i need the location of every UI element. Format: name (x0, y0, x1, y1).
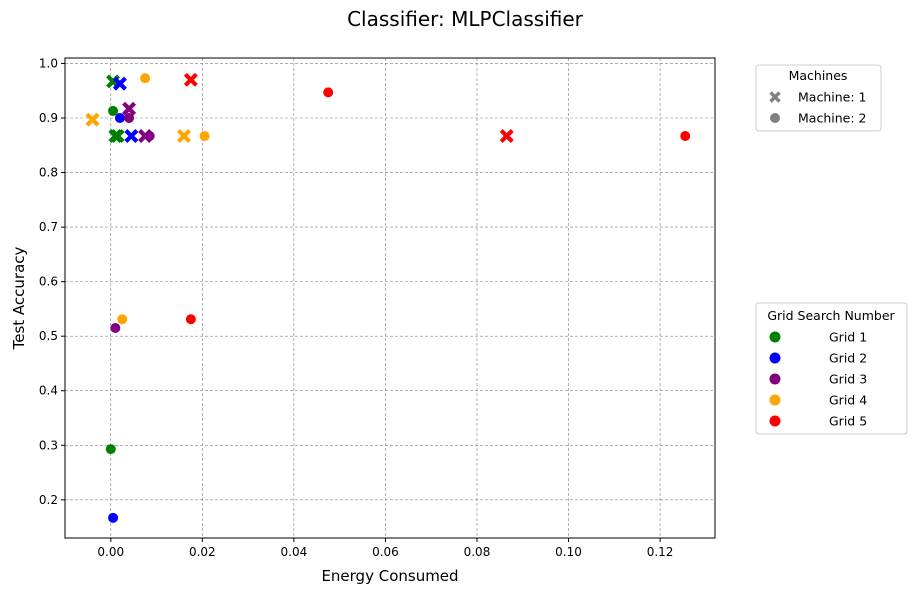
legend-grid-marker (769, 394, 781, 406)
x-tick-label: 0.08 (464, 545, 491, 559)
legend-grid-label: Grid 4 (829, 393, 867, 408)
data-point-grid5-machine2 (323, 87, 334, 98)
legend-machine-label: Machine: 1 (798, 90, 866, 105)
data-point-grid3-machine2 (124, 113, 135, 123)
y-tick-label: 0.8 (39, 166, 58, 180)
x-tick-label: 0.10 (555, 545, 582, 559)
y-tick-label: 0.3 (39, 438, 58, 452)
data-point-grid5-machine1 (499, 129, 514, 143)
gridlines (65, 58, 715, 538)
legend-grid-marker (769, 373, 781, 385)
legend-grids-frame (755, 302, 908, 435)
y-tick-label: 0.9 (39, 111, 58, 125)
data-points (85, 72, 691, 523)
data-point-grid2-machine1 (112, 76, 127, 91)
legend-machine-label: Machine: 2 (798, 111, 866, 126)
y-tick-label: 1.0 (39, 56, 58, 70)
legend-marker-x (769, 91, 781, 103)
data-point-grid2-machine2 (114, 113, 125, 123)
data-point-grid5-machine2 (185, 314, 196, 325)
legend-machines-frame (755, 64, 882, 132)
legend-grids-title: Grid Search Number (767, 308, 895, 323)
y-tick-label: 0.7 (39, 220, 58, 234)
data-point-grid1-machine2 (105, 444, 116, 455)
y-tick-label: 0.5 (39, 329, 58, 343)
data-point-grid5-machine2 (680, 131, 691, 141)
y-tick-label: 0.6 (39, 275, 58, 289)
y-tick-label: 0.4 (39, 384, 58, 398)
data-point-grid2-machine1 (124, 129, 139, 143)
x-axis-label: Energy Consumed (321, 567, 458, 585)
data-point-grid3-machine2 (110, 323, 121, 333)
data-point-grid4-machine2 (199, 131, 210, 141)
data-point-grid4-machine1 (177, 129, 191, 143)
data-point-grid4-machine2 (140, 73, 151, 84)
x-tick-label: 0.06 (372, 545, 399, 559)
data-point-grid3-machine2 (144, 131, 155, 141)
data-point-grid5-machine1 (183, 72, 198, 87)
legend-grid-label: Grid 1 (829, 330, 867, 345)
axis-ticks: 0.00 0.02 0.04 0.06 0.08 0.10 0.12 0.2 0.3 0.4 0.5… (39, 56, 674, 559)
x-tick-label: 0.12 (647, 545, 674, 559)
y-tick-label: 0.2 (39, 493, 58, 507)
data-point-grid1-machine1 (110, 129, 125, 143)
x-tick-label: 0.00 (97, 545, 124, 559)
legend-machines-title: Machines (789, 68, 848, 83)
data-point-grid4-machine2 (117, 314, 128, 325)
legend-marker-circle (770, 113, 780, 123)
legend-grid-label: Grid 3 (829, 372, 867, 387)
x-tick-label: 0.04 (281, 545, 308, 559)
x-tick-label: 0.02 (189, 545, 216, 559)
data-point-grid4-machine1 (85, 112, 100, 127)
data-point-grid3-machine1 (122, 101, 137, 116)
legend-machines: Machines Machine: 1 Machine: 2 (755, 64, 882, 132)
legend-grid-marker (769, 352, 781, 364)
plot-area (64, 57, 716, 539)
data-point-grid2-machine2 (108, 512, 119, 523)
legend-grid-marker (769, 415, 781, 427)
y-axis-label: Test Accuracy (10, 246, 28, 350)
legend-grid-label: Grid 5 (829, 414, 867, 429)
legend-grid-label: Grid 2 (829, 351, 867, 366)
data-point-grid1-machine2 (108, 105, 119, 116)
chart-title: Classifier: MLPClassifier (347, 7, 584, 31)
legend-grids: Grid Search Number Grid 1 Grid 2 Grid 3 Gri… (755, 302, 908, 435)
legend-grid-marker (769, 331, 781, 343)
